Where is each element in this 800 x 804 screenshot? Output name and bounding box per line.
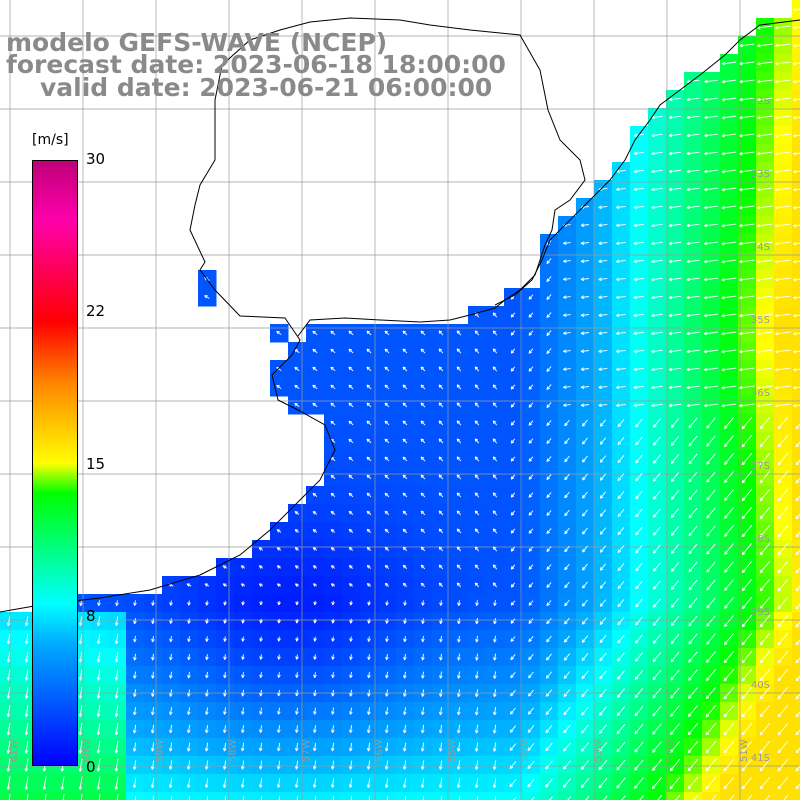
wind-cell (792, 576, 800, 595)
wind-cell (792, 522, 800, 541)
latitude-label: 40S (751, 680, 770, 691)
wind-cell (792, 702, 800, 721)
longitude-label: 54W (520, 739, 531, 762)
wind-cell (738, 792, 757, 800)
wind-arrow-head (295, 385, 298, 386)
wind-cell (792, 720, 800, 739)
longitude-label: 58W (228, 739, 239, 762)
longitude-label: 60W (82, 739, 93, 762)
wind-arrow-head (259, 548, 262, 549)
wind-cell (792, 774, 800, 793)
wind-arrow-head (295, 584, 298, 585)
wind-cell (792, 666, 800, 685)
longitude-label: 61W (9, 739, 20, 762)
latitude-label: 38S (751, 534, 770, 545)
longitude-label: 55W (447, 739, 458, 762)
wind-cell (792, 648, 800, 667)
wind-cell (792, 450, 800, 469)
latitude-label: 32S (751, 96, 770, 107)
wind-arrow-head (277, 385, 280, 386)
wind-cell (558, 792, 577, 800)
wind-cell (756, 792, 775, 800)
latitude-label: 36S (751, 388, 770, 399)
wind-cell (792, 612, 800, 631)
wind-arrow-head (295, 403, 298, 404)
wind-arrow-head (277, 566, 280, 567)
wind-cell (792, 630, 800, 649)
wind-cell (504, 792, 523, 800)
wind-arrow-head (295, 548, 298, 549)
wind-arrow-head (277, 584, 280, 585)
latitude-label: 37S (751, 461, 770, 472)
wind-cell (702, 792, 721, 800)
wind-arrow-head (259, 584, 262, 585)
wind-cell (792, 414, 800, 433)
wind-cell (792, 540, 800, 559)
colorbar-tick: 15 (86, 455, 105, 473)
wind-arrow-head (295, 566, 298, 567)
wind-arrow-head (259, 566, 262, 567)
colorbar-tick: 8 (86, 607, 96, 625)
wind-arrow-head (277, 331, 280, 332)
wind-cell (792, 468, 800, 487)
latitude-label: 35S (751, 315, 770, 326)
wind-arrow-head (277, 548, 280, 549)
latitude-label: 33S (751, 169, 770, 180)
wind-cell (792, 756, 800, 775)
map-title-valid-date: valid date: 2023-06-21 06:00:00 (40, 73, 492, 102)
longitude-label: 52W (666, 739, 677, 762)
wind-arrow-head (277, 530, 280, 531)
wind-cell (792, 432, 800, 451)
wind-cell (594, 792, 613, 800)
longitude-label: 53W (593, 739, 604, 762)
wind-cell (792, 738, 800, 757)
wind-arrow-head (295, 367, 298, 368)
longitude-label: 59W (155, 739, 166, 762)
colorbar-tick: 30 (86, 150, 105, 168)
wind-cell (522, 792, 541, 800)
wind-cell (792, 792, 800, 800)
wind-cell (540, 792, 559, 800)
wind-cell (792, 558, 800, 577)
wind-cell (774, 792, 793, 800)
latitude-label: 39S (751, 607, 770, 618)
longitude-label: 56W (374, 739, 385, 762)
wind-arrow-head (295, 530, 298, 531)
wind-cell (684, 792, 703, 800)
wind-cell (792, 504, 800, 523)
wind-cell (792, 486, 800, 505)
colorbar-tick: 22 (86, 302, 105, 320)
wind-cell (720, 792, 739, 800)
wind-cell (576, 792, 595, 800)
wind-cell (612, 792, 631, 800)
wind-arrow-head (295, 511, 298, 512)
colorbar (32, 160, 78, 766)
longitude-label: 57W (301, 739, 312, 762)
wind-cell (792, 594, 800, 613)
longitude-label: 51W (739, 739, 750, 762)
latitude-label: 41S (751, 753, 770, 764)
wind-cell (630, 792, 649, 800)
colorbar-units: [m/s] (32, 132, 69, 148)
wind-cell (648, 792, 667, 800)
latitude-label: 34S (751, 242, 770, 253)
wind-cell (666, 792, 685, 800)
